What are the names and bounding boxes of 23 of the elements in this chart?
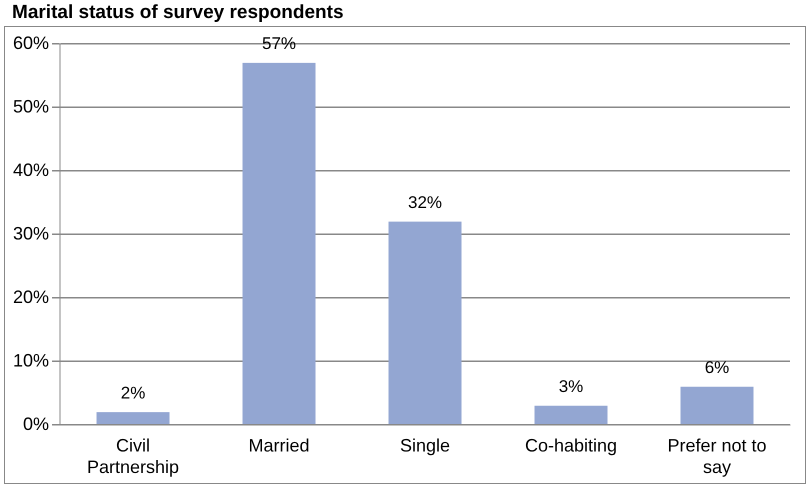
data-label: 2% xyxy=(120,383,146,402)
bar xyxy=(534,406,608,424)
x-tick-label: Civil Partnership xyxy=(86,436,180,478)
y-tick-label: 10% xyxy=(12,350,50,370)
y-tick-label: 30% xyxy=(12,223,50,244)
data-label: 57% xyxy=(262,34,296,54)
x-tick-label: Prefer not to say xyxy=(667,436,767,478)
data-label: 6% xyxy=(704,358,730,377)
bar xyxy=(388,222,462,424)
bar xyxy=(242,62,316,424)
bar xyxy=(680,386,754,424)
bar xyxy=(96,412,170,424)
data-label: 32% xyxy=(408,192,442,212)
y-tick-label: 60% xyxy=(12,32,50,53)
x-tick-label: Single xyxy=(400,436,450,456)
data-label: 3% xyxy=(558,376,584,396)
x-tick-label: Married xyxy=(248,436,310,456)
y-tick-label: 20% xyxy=(12,286,50,307)
y-tick-label: 50% xyxy=(12,96,50,116)
x-tick-label: Co-habiting xyxy=(524,436,618,456)
chart-title: Marital status of survey respondents xyxy=(12,2,344,24)
y-tick-label: 0% xyxy=(23,414,50,434)
y-tick-label: 40% xyxy=(12,160,50,180)
